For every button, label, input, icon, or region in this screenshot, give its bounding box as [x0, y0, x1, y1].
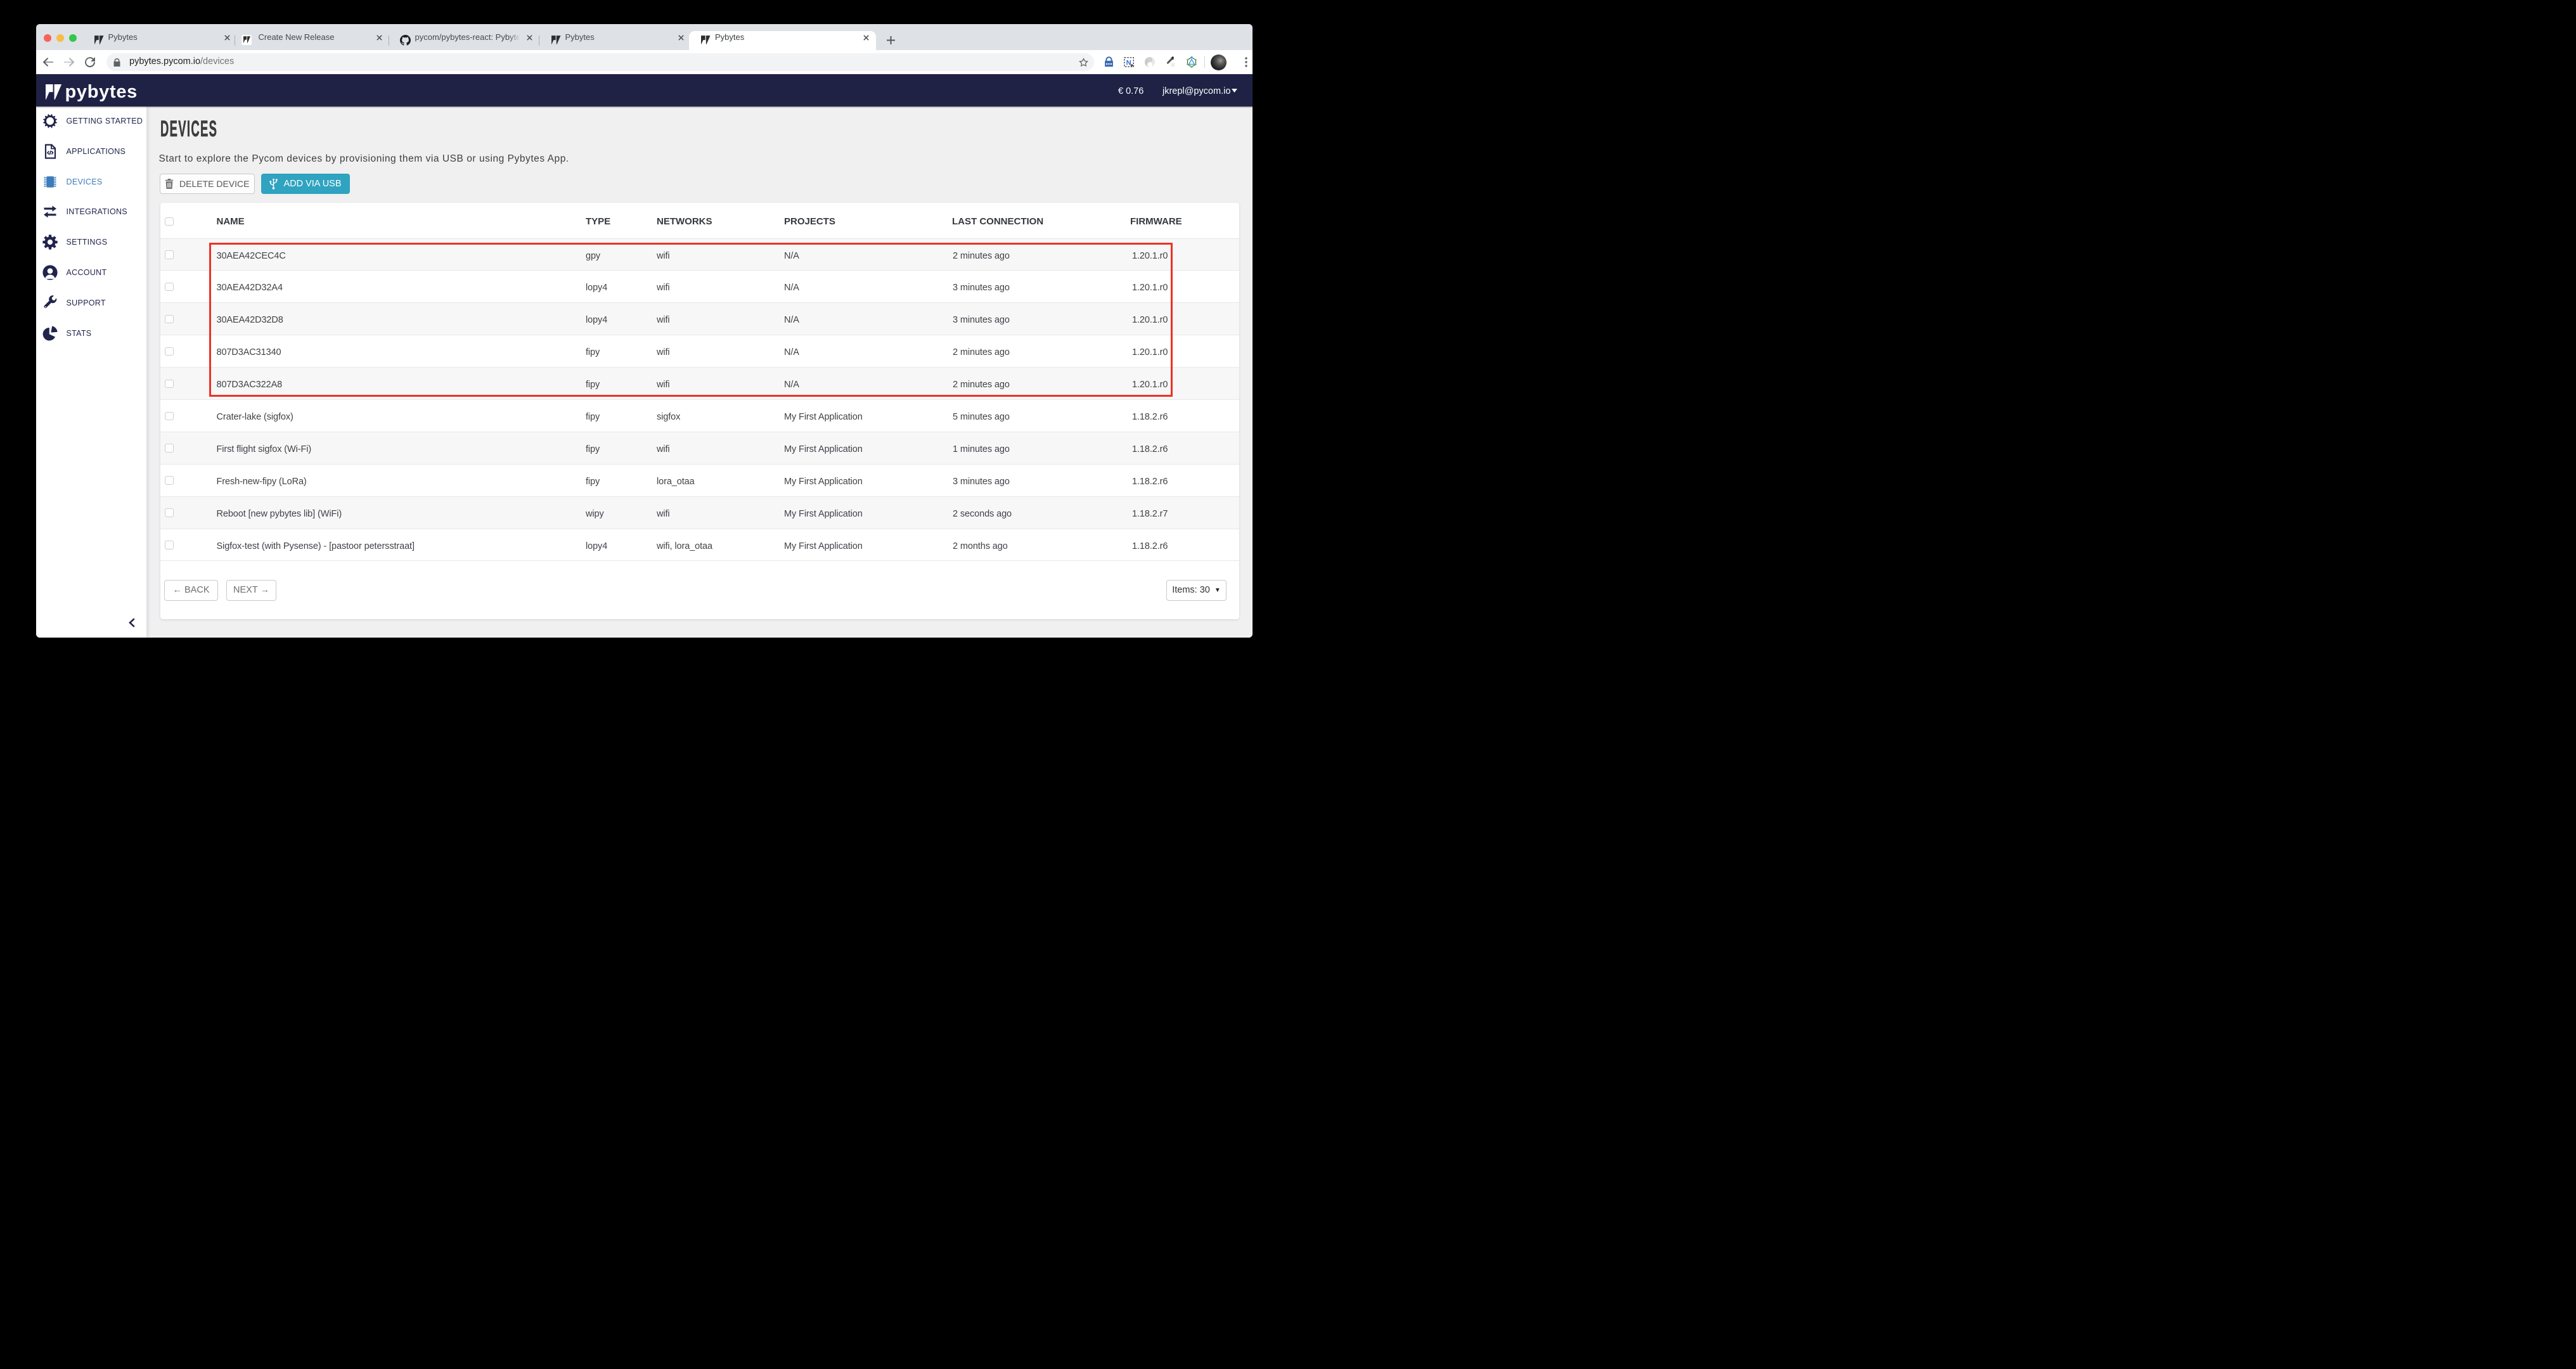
svg-text:N: N — [1126, 59, 1131, 67]
